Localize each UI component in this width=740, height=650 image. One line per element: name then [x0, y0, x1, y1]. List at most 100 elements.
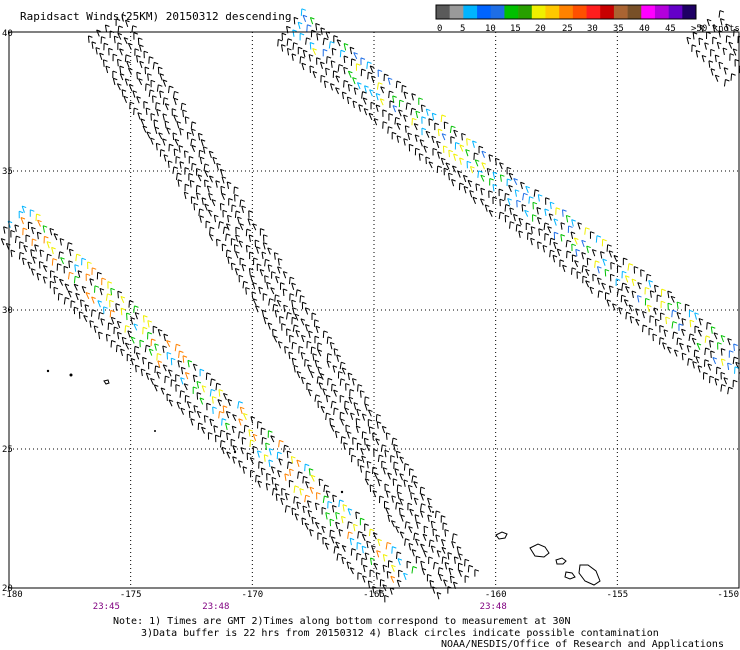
wind-barb-flag — [184, 167, 190, 170]
wind-barb — [331, 505, 335, 513]
wind-barb-flag — [89, 278, 95, 281]
wind-barb-flag — [338, 371, 343, 374]
wind-barb — [137, 112, 141, 120]
wind-barb — [347, 84, 350, 92]
wind-barb-flag — [193, 202, 199, 206]
wind-barb-flag — [397, 579, 402, 583]
wind-barb-flag — [192, 162, 197, 166]
wind-barb-flag — [392, 131, 397, 135]
wind-barb-flag — [221, 418, 227, 421]
wind-barb-flag — [380, 579, 385, 582]
wind-barb — [286, 48, 290, 56]
wind-barb — [448, 150, 450, 158]
map-frame — [8, 31, 740, 589]
wind-barb-flag — [221, 176, 227, 179]
wind-barb — [222, 405, 225, 413]
wind-barb-flag — [177, 360, 183, 363]
wind-barb-flag — [348, 70, 353, 74]
wind-barb — [362, 97, 367, 105]
wind-barb-flag — [340, 418, 345, 422]
wind-barb — [337, 64, 340, 72]
legend-swatch — [518, 5, 533, 19]
wind-barb — [30, 249, 33, 257]
wind-barb — [394, 117, 397, 125]
wind-barb-flag — [534, 189, 540, 192]
wind-barb-flag — [384, 449, 390, 453]
wind-barb-flag — [410, 492, 415, 495]
wind-barb — [316, 33, 319, 41]
wind-barb — [648, 280, 652, 288]
wind-barb — [293, 485, 296, 493]
wind-barb-flag — [707, 18, 712, 22]
wind-barb — [74, 264, 77, 272]
wind-barb — [368, 426, 371, 434]
wind-barb — [332, 495, 335, 503]
wind-barb-flag — [377, 69, 383, 72]
wind-barb-flag — [725, 23, 730, 27]
wind-barb-flag — [637, 282, 642, 285]
wind-barb — [449, 125, 452, 134]
wind-barb — [186, 401, 191, 409]
wind-barb — [549, 250, 551, 258]
wind-barb-flag — [204, 415, 209, 418]
wind-barb — [291, 300, 294, 308]
wind-barb-flag — [240, 447, 246, 450]
wind-barb-flag — [660, 312, 665, 315]
wind-barb — [366, 61, 369, 69]
wind-barb — [197, 174, 202, 182]
wind-barb-flag — [52, 258, 58, 261]
credit-line: NOAA/NESDIS/Office of Research and Appli… — [441, 639, 724, 650]
wind-barb-flag — [438, 128, 443, 132]
wind-barb-flag — [196, 192, 201, 195]
wind-barb-flag — [238, 240, 244, 243]
wind-barb — [422, 534, 427, 541]
wind-barb-flag — [618, 307, 623, 310]
wind-barb — [284, 493, 288, 501]
wind-barb-flag — [298, 345, 304, 349]
wind-barb-flag — [168, 160, 173, 163]
wind-barb — [145, 107, 148, 116]
wind-barb-flag — [280, 497, 285, 501]
wind-barb-flag — [373, 532, 378, 535]
wind-barb-flag — [415, 538, 420, 542]
wind-barb-flag — [418, 97, 423, 100]
wind-barb — [356, 409, 360, 417]
wind-barb-flag — [472, 196, 478, 200]
wind-barb — [10, 250, 13, 258]
wind-barb-flag — [64, 283, 70, 286]
wind-barb-flag — [357, 82, 362, 85]
wind-barb — [338, 499, 341, 508]
wind-barb-flag — [198, 132, 203, 136]
wind-barb-flag — [256, 246, 261, 249]
wind-barb — [440, 114, 443, 122]
wind-barb-flag — [53, 275, 59, 279]
wind-barb — [343, 442, 346, 450]
wind-barb-flag — [150, 377, 155, 381]
wind-barb-flag — [212, 406, 217, 409]
wind-barb — [608, 285, 612, 293]
wind-barb — [513, 178, 518, 186]
wind-barb-flag — [538, 228, 543, 231]
wind-barb-flag — [239, 257, 245, 261]
wind-barb — [39, 249, 42, 257]
wind-barb — [437, 129, 440, 137]
wind-barb — [235, 234, 239, 242]
wind-barb-flag — [596, 235, 602, 238]
wind-barb — [697, 365, 701, 373]
wind-barb-flag — [378, 82, 383, 85]
wind-barb-flag — [281, 487, 286, 491]
wind-barb — [695, 356, 699, 364]
wind-barb — [343, 43, 347, 51]
wind-barb-flag — [550, 201, 555, 205]
wind-barb — [388, 90, 390, 99]
wind-barb — [681, 318, 684, 326]
wind-barb — [117, 291, 119, 299]
wind-barb — [3, 226, 6, 234]
wind-barb-flag — [607, 244, 612, 247]
wind-barb-flag — [721, 348, 726, 351]
wind-barb — [270, 466, 275, 474]
wind-barb-flag — [423, 525, 429, 529]
wind-barb-flag — [280, 282, 285, 285]
wind-barb — [718, 10, 721, 18]
wind-barb-flag — [330, 424, 335, 428]
